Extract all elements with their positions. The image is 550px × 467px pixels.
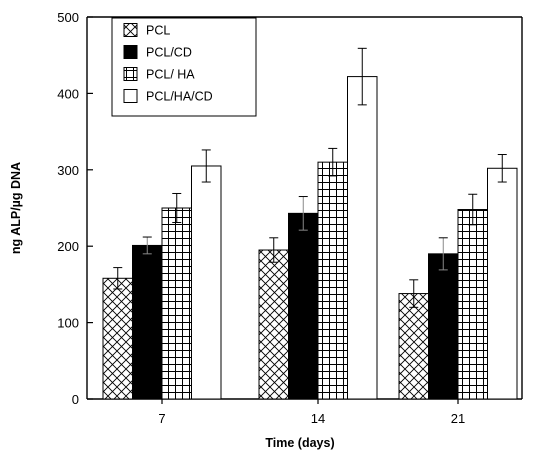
y-tick-label: 200 [57, 239, 79, 254]
legend-swatch [123, 23, 138, 37]
y-axis-title: ng ALP/µg DNA [9, 162, 23, 254]
legend-label: PCL/ HA [146, 68, 195, 82]
legend-swatch [123, 89, 138, 103]
y-tick-label: 500 [57, 10, 79, 25]
bar-pcl-ha-cd-day-21 [487, 167, 518, 400]
y-tick-label: 300 [57, 163, 79, 178]
y-tick-label: 0 [72, 392, 79, 407]
bar-pcl-ha-day-21 [457, 209, 488, 400]
bar-pcl-ha-cd-day-7 [191, 165, 222, 400]
bar-pcl-day-14 [258, 249, 289, 400]
y-tick-label: 100 [57, 316, 79, 331]
bar-pcl-cd-day-14 [288, 212, 319, 400]
legend-label: PCL [146, 24, 170, 38]
legend-label: PCL/CD [146, 46, 192, 60]
bar-pcl-day-21 [398, 293, 429, 400]
bar-pcl-day-7 [102, 277, 133, 400]
legend-swatch [123, 67, 138, 81]
legend: PCL PCL/CD PCL/ HA PCL/HA/CD [111, 17, 257, 117]
x-axis-title: Time (days) [265, 436, 334, 450]
y-tick-label: 400 [57, 86, 79, 101]
bar-pcl-cd-day-21 [428, 253, 459, 400]
x-tick-label: 7 [158, 411, 165, 426]
bar-pcl-cd-day-7 [132, 244, 163, 400]
legend-label: PCL/HA/CD [146, 90, 213, 104]
legend-swatch [123, 45, 138, 59]
bar-pcl-ha-day-14 [317, 161, 348, 400]
x-tick-label: 14 [311, 411, 325, 426]
bar-pcl-ha-cd-day-14 [347, 76, 378, 400]
bar-pcl-ha-day-7 [161, 207, 192, 400]
x-tick-label: 21 [451, 411, 465, 426]
